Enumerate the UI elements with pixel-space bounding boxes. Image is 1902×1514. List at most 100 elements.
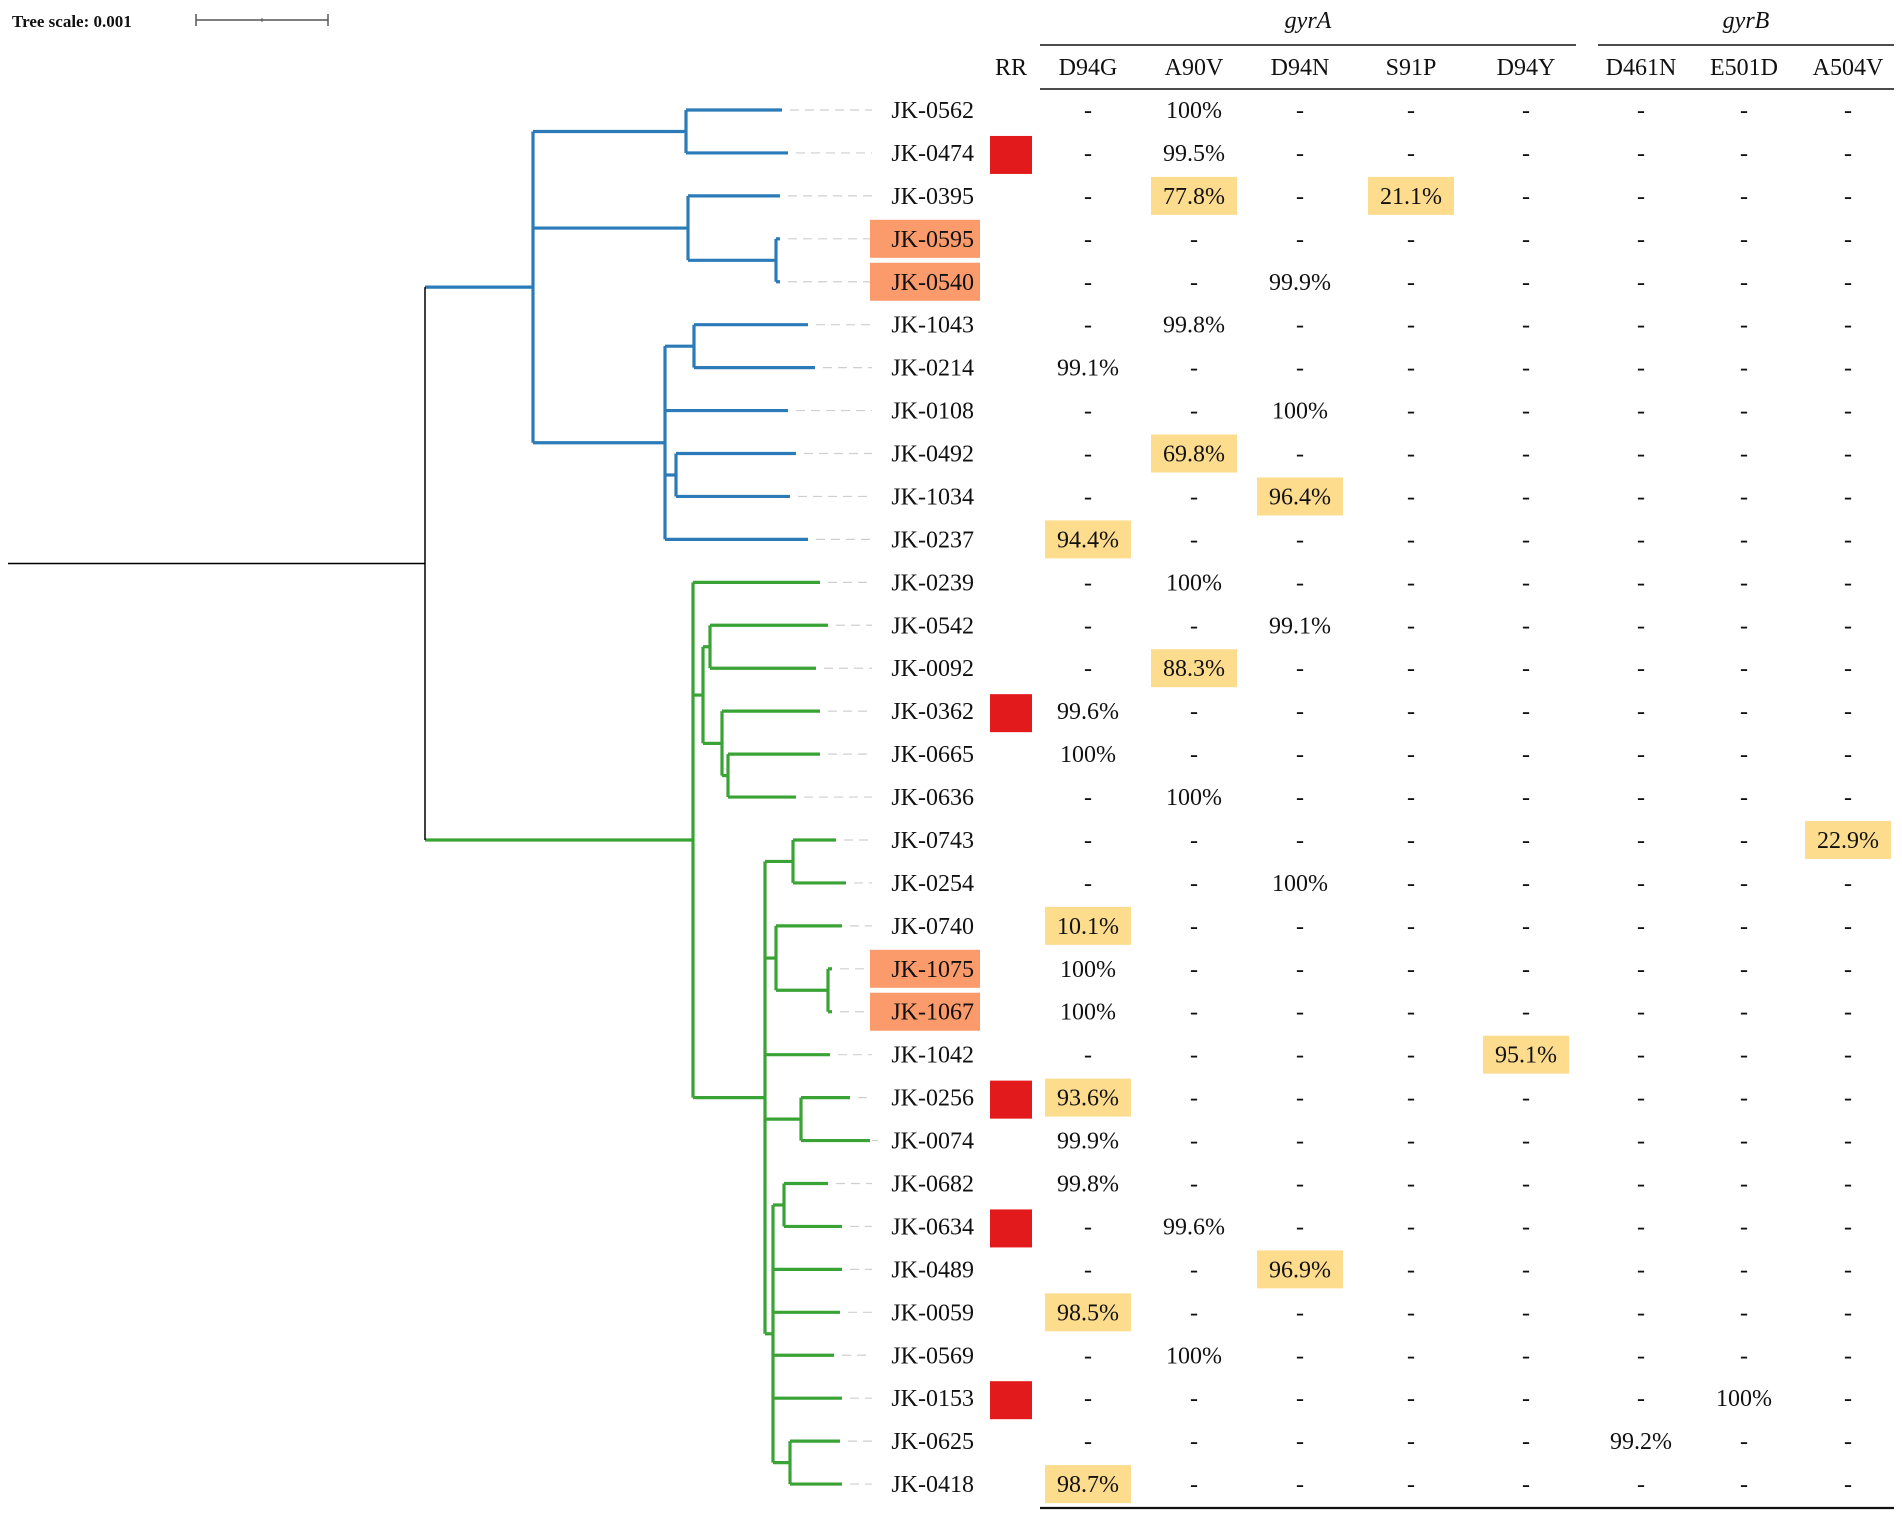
table-cell: - bbox=[1740, 570, 1748, 596]
table-cell: - bbox=[1084, 484, 1092, 510]
table-cell: - bbox=[1084, 613, 1092, 639]
cell-highlight bbox=[1045, 906, 1131, 945]
table-cell: - bbox=[1296, 313, 1304, 339]
table-cell: - bbox=[1407, 1000, 1415, 1026]
table-cell: - bbox=[1637, 1129, 1645, 1155]
leaf-label: JK-0092 bbox=[891, 656, 974, 682]
table-cell: 100% bbox=[1060, 1000, 1116, 1026]
table-cell: - bbox=[1190, 957, 1198, 983]
table-cell: - bbox=[1522, 1343, 1530, 1369]
cell-highlight bbox=[1045, 1078, 1131, 1117]
table-cell: - bbox=[1190, 699, 1198, 725]
table-cell: - bbox=[1740, 871, 1748, 897]
table-cell: - bbox=[1522, 1214, 1530, 1240]
table-cell: - bbox=[1740, 184, 1748, 210]
table-cell: - bbox=[1296, 184, 1304, 210]
table-cell: - bbox=[1844, 1214, 1852, 1240]
table-cell: - bbox=[1522, 1000, 1530, 1026]
cell-highlight bbox=[1805, 820, 1891, 859]
table-cell: - bbox=[1522, 184, 1530, 210]
table-cell: - bbox=[1637, 1000, 1645, 1026]
table-cell: - bbox=[1844, 1043, 1852, 1069]
table-cell: - bbox=[1522, 1300, 1530, 1326]
table-cell: - bbox=[1296, 742, 1304, 768]
cell-highlight bbox=[1368, 176, 1454, 215]
table-cell: 99.1% bbox=[1057, 356, 1119, 382]
table-cell: - bbox=[1844, 1000, 1852, 1026]
cell-highlight bbox=[1045, 1465, 1131, 1504]
table-cell: - bbox=[1740, 785, 1748, 811]
table-cell: 95.1% bbox=[1495, 1043, 1557, 1069]
table-cell: - bbox=[1740, 356, 1748, 382]
rr-marker-JK-0362 bbox=[990, 694, 1032, 733]
tree-scale: Tree scale: 0.001 bbox=[12, 12, 329, 31]
table-cell: - bbox=[1740, 1472, 1748, 1498]
table-cell: - bbox=[1740, 442, 1748, 468]
table-cell: - bbox=[1522, 313, 1530, 339]
table-cell: - bbox=[1084, 1429, 1092, 1455]
table-cell: - bbox=[1522, 871, 1530, 897]
table-cell: - bbox=[1296, 1386, 1304, 1412]
table-cell: - bbox=[1190, 270, 1198, 296]
table-cell: - bbox=[1407, 1429, 1415, 1455]
table-cell: - bbox=[1522, 442, 1530, 468]
table-cell: - bbox=[1637, 1300, 1645, 1326]
table-cell: - bbox=[1190, 1472, 1198, 1498]
table-cell: 99.8% bbox=[1163, 313, 1225, 339]
table-cell: - bbox=[1740, 1300, 1748, 1326]
table-cell: - bbox=[1844, 98, 1852, 124]
table-cell: - bbox=[1844, 570, 1852, 596]
cell-highlight bbox=[1257, 1250, 1343, 1289]
table-cell: - bbox=[1407, 98, 1415, 124]
table-cell: 99.5% bbox=[1163, 141, 1225, 167]
table-cell: - bbox=[1190, 1000, 1198, 1026]
table-cell: - bbox=[1084, 828, 1092, 854]
table-cell: 100% bbox=[1166, 98, 1222, 124]
table-cell: - bbox=[1844, 1472, 1852, 1498]
table-cell: - bbox=[1844, 1386, 1852, 1412]
label-highlight-JK-1067 bbox=[870, 992, 980, 1031]
table-cell: - bbox=[1844, 270, 1852, 296]
table-cell: - bbox=[1190, 527, 1198, 553]
leaf-label: JK-0492 bbox=[891, 442, 974, 468]
table-cell: - bbox=[1522, 828, 1530, 854]
table-cell: - bbox=[1740, 484, 1748, 510]
table-cell: - bbox=[1296, 227, 1304, 253]
rr-markers bbox=[990, 135, 1032, 1420]
table-cell: - bbox=[1407, 1129, 1415, 1155]
table-cell: - bbox=[1296, 141, 1304, 167]
table-cell: - bbox=[1522, 227, 1530, 253]
table-cell: - bbox=[1740, 1429, 1748, 1455]
table-cell: 96.4% bbox=[1269, 484, 1331, 510]
table-cell: - bbox=[1844, 527, 1852, 553]
leaf-label: JK-0059 bbox=[891, 1300, 974, 1326]
table-cell: - bbox=[1844, 742, 1852, 768]
table-cell: - bbox=[1522, 527, 1530, 553]
table-cell: - bbox=[1740, 742, 1748, 768]
table-cell: 98.7% bbox=[1057, 1472, 1119, 1498]
table-cell: - bbox=[1296, 442, 1304, 468]
table-cell: - bbox=[1637, 871, 1645, 897]
table-cell: - bbox=[1084, 656, 1092, 682]
rr-marker-JK-0634 bbox=[990, 1209, 1032, 1248]
phylogenetic-tree bbox=[8, 108, 870, 1486]
table-cell: - bbox=[1084, 570, 1092, 596]
table-cell: - bbox=[1637, 828, 1645, 854]
table-cell: - bbox=[1296, 1043, 1304, 1069]
table-cell: - bbox=[1740, 527, 1748, 553]
table-cell: - bbox=[1637, 656, 1645, 682]
table-cell: - bbox=[1296, 828, 1304, 854]
table-cell: - bbox=[1296, 1129, 1304, 1155]
label-highlight-JK-0540 bbox=[870, 262, 980, 301]
table-cell: - bbox=[1407, 871, 1415, 897]
table-cell: - bbox=[1637, 1043, 1645, 1069]
table-cell: 100% bbox=[1272, 399, 1328, 425]
leaf-label: JK-0362 bbox=[891, 699, 974, 725]
leaf-label: JK-0562 bbox=[891, 98, 974, 124]
table-cell: - bbox=[1407, 484, 1415, 510]
table-cell: 88.3% bbox=[1163, 656, 1225, 682]
table-cell: - bbox=[1637, 184, 1645, 210]
table-cell: - bbox=[1637, 527, 1645, 553]
table-cell: - bbox=[1522, 484, 1530, 510]
table-cell: 99.2% bbox=[1610, 1429, 1672, 1455]
